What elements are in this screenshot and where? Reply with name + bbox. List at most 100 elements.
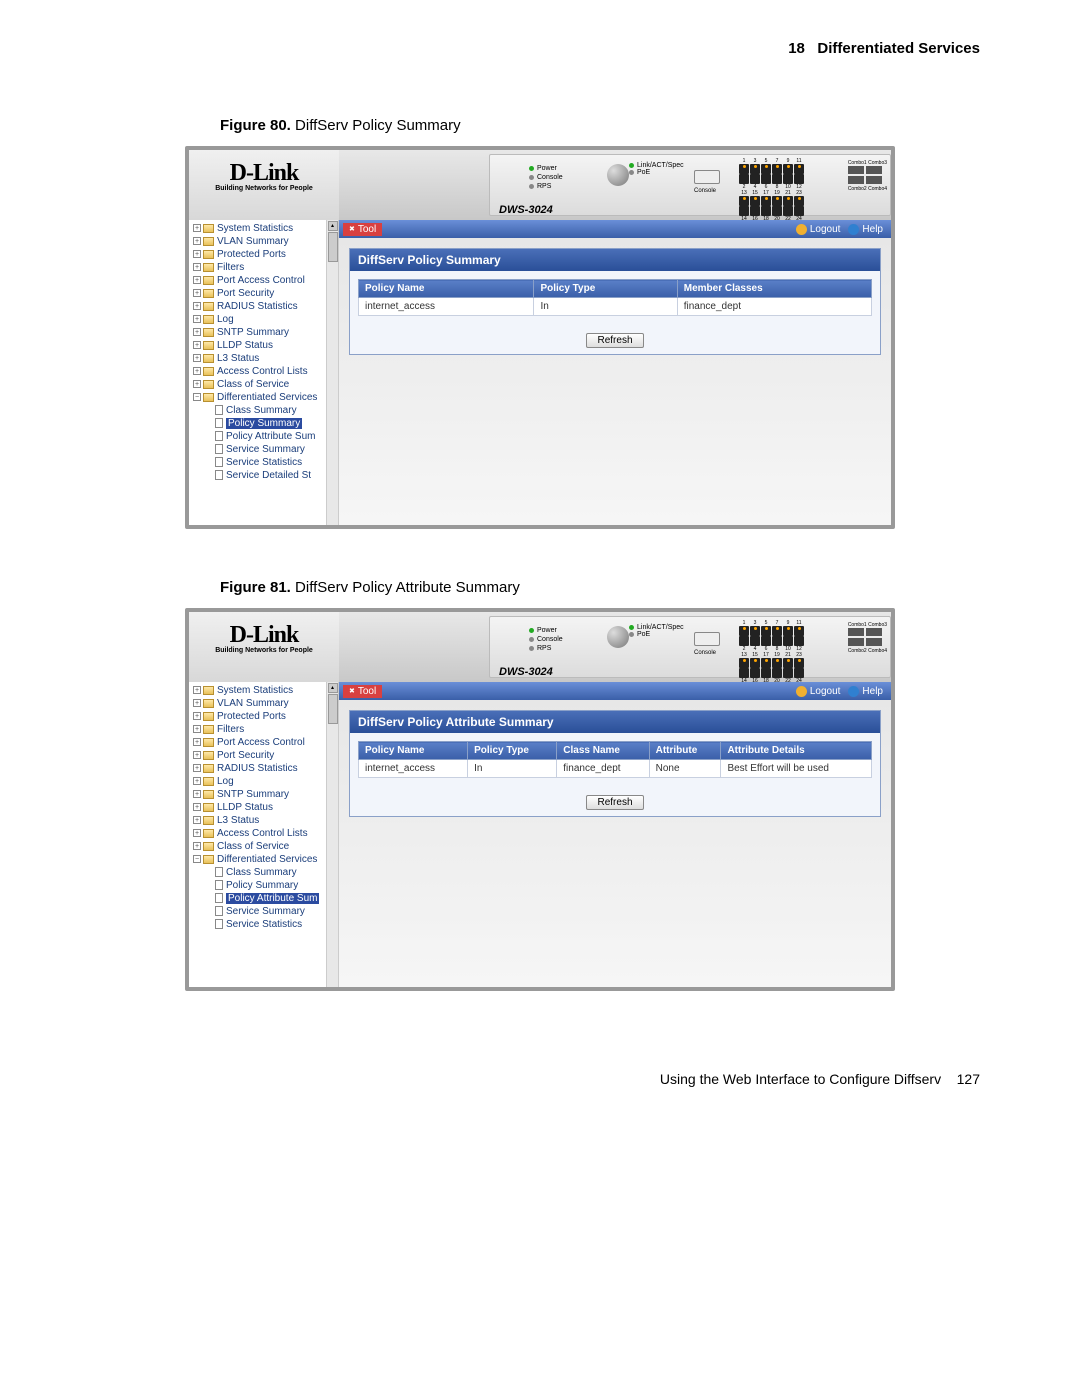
- folder-icon: [203, 289, 214, 298]
- tree-sub-item[interactable]: Service Summary: [213, 905, 336, 918]
- tree-item[interactable]: +SNTP Summary: [191, 326, 336, 339]
- brand-tagline: Building Networks for People: [189, 185, 339, 192]
- tree-item[interactable]: +Class of Service: [191, 840, 336, 853]
- document-icon: [215, 457, 223, 467]
- screenshot-81: D-Link Building Networks for People Powe…: [185, 608, 895, 991]
- tree-sub-item[interactable]: Policy Attribute Sum: [213, 430, 336, 443]
- folder-icon: [203, 738, 214, 747]
- policy-summary-table: Policy NamePolicy TypeMember Classes int…: [358, 279, 872, 316]
- tree-sub-item[interactable]: Service Statistics: [213, 456, 336, 469]
- folder-icon: [203, 816, 214, 825]
- tree-item[interactable]: +LLDP Status: [191, 801, 336, 814]
- tree-item[interactable]: +L3 Status: [191, 814, 336, 827]
- folder-icon: [203, 777, 214, 786]
- table-cell: In: [468, 760, 557, 778]
- refresh-button[interactable]: Refresh: [586, 795, 643, 810]
- logout-button[interactable]: Logout: [796, 686, 841, 697]
- folder-icon: [203, 725, 214, 734]
- table-cell: Best Effort will be used: [721, 760, 872, 778]
- scroll-up-icon[interactable]: ▴: [328, 221, 338, 231]
- table-header: Policy Type: [468, 742, 557, 760]
- tree-item[interactable]: +VLAN Summary: [191, 235, 336, 248]
- table-row: internet_accessInfinance_deptNoneBest Ef…: [359, 760, 872, 778]
- tree-item[interactable]: +Class of Service: [191, 378, 336, 391]
- tree-item[interactable]: +SNTP Summary: [191, 788, 336, 801]
- folder-icon: [203, 263, 214, 272]
- tree-item[interactable]: +LLDP Status: [191, 339, 336, 352]
- tree-sub-item[interactable]: Class Summary: [213, 404, 336, 417]
- tree-sub-item[interactable]: Policy Attribute Sum: [213, 892, 336, 905]
- tool-button[interactable]: Tool: [343, 685, 382, 698]
- document-icon: [215, 470, 223, 480]
- device-panel: Power Console RPS Link/ACT/Spec PoE Cons…: [339, 150, 891, 220]
- tree-item[interactable]: +System Statistics: [191, 684, 336, 697]
- help-button[interactable]: Help: [848, 224, 883, 235]
- console-port: [694, 632, 720, 646]
- folder-icon: [203, 803, 214, 812]
- tree-item[interactable]: +Protected Ports: [191, 248, 336, 261]
- scroll-thumb[interactable]: [328, 232, 338, 262]
- document-icon: [215, 867, 223, 877]
- tree-item[interactable]: −Differentiated Services: [191, 391, 336, 404]
- tree-sub-item[interactable]: Policy Summary: [213, 879, 336, 892]
- toolbar: Tool Logout Help: [339, 682, 891, 700]
- logout-button[interactable]: Logout: [796, 224, 841, 235]
- folder-icon: [203, 302, 214, 311]
- page-footer: Using the Web Interface to Configure Dif…: [100, 1071, 980, 1087]
- tree-sub-item[interactable]: Service Summary: [213, 443, 336, 456]
- refresh-button[interactable]: Refresh: [586, 333, 643, 348]
- scroll-thumb[interactable]: [328, 694, 338, 724]
- tree-sub-item[interactable]: Service Statistics: [213, 918, 336, 931]
- footer-text: Using the Web Interface to Configure Dif…: [660, 1071, 941, 1087]
- tree-item[interactable]: +Filters: [191, 261, 336, 274]
- folder-icon: [203, 250, 214, 259]
- page-number: 127: [957, 1071, 980, 1087]
- tree-item[interactable]: +Protected Ports: [191, 710, 336, 723]
- main-content: Tool Logout Help DiffServ Policy Attribu…: [339, 682, 891, 987]
- table-cell: internet_access: [359, 298, 534, 316]
- table-header: Class Name: [557, 742, 649, 760]
- figure-title: DiffServ Policy Attribute Summary: [295, 579, 520, 596]
- sidebar-scrollbar[interactable]: ▴: [326, 682, 338, 987]
- linkact-labels: Link/ACT/Spec PoE: [629, 162, 684, 176]
- scroll-up-icon[interactable]: ▴: [328, 683, 338, 693]
- device-leds: Power Console RPS: [529, 626, 563, 653]
- tree-item[interactable]: +Filters: [191, 723, 336, 736]
- help-button[interactable]: Help: [848, 686, 883, 697]
- tree-sub-item[interactable]: Service Detailed St: [213, 469, 336, 482]
- tree-item[interactable]: +Port Access Control: [191, 736, 336, 749]
- tree-item[interactable]: +Port Security: [191, 287, 336, 300]
- tree-item[interactable]: +Access Control Lists: [191, 365, 336, 378]
- tree-item[interactable]: +VLAN Summary: [191, 697, 336, 710]
- tree-item[interactable]: +RADIUS Statistics: [191, 762, 336, 775]
- table-header: Member Classes: [677, 280, 871, 298]
- tree-sub-item[interactable]: Policy Summary: [213, 417, 336, 430]
- table-header: Policy Name: [359, 742, 468, 760]
- table-header: Attribute Details: [721, 742, 872, 760]
- page-header: 18 Differentiated Services: [100, 40, 980, 57]
- folder-icon: [203, 699, 214, 708]
- tree-item[interactable]: +Log: [191, 775, 336, 788]
- folder-icon: [203, 751, 214, 760]
- folder-icon: [203, 829, 214, 838]
- tree-item[interactable]: +Port Security: [191, 749, 336, 762]
- tool-button[interactable]: Tool: [343, 223, 382, 236]
- tree-item[interactable]: +Access Control Lists: [191, 827, 336, 840]
- sidebar-scrollbar[interactable]: ▴: [326, 220, 338, 525]
- folder-icon: [203, 354, 214, 363]
- folder-icon: [203, 686, 214, 695]
- tree-item[interactable]: +System Statistics: [191, 222, 336, 235]
- tree-item[interactable]: +Log: [191, 313, 336, 326]
- tree-item[interactable]: −Differentiated Services: [191, 853, 336, 866]
- tree-item[interactable]: +Port Access Control: [191, 274, 336, 287]
- policy-attr-summary-panel: DiffServ Policy Attribute Summary Policy…: [349, 710, 881, 817]
- tree-item[interactable]: +L3 Status: [191, 352, 336, 365]
- document-icon: [215, 418, 223, 428]
- document-icon: [215, 893, 223, 903]
- tree-item[interactable]: +RADIUS Statistics: [191, 300, 336, 313]
- document-icon: [215, 880, 223, 890]
- folder-icon: [203, 380, 214, 389]
- tree-sub-item[interactable]: Class Summary: [213, 866, 336, 879]
- folder-icon: [203, 790, 214, 799]
- brand-tagline: Building Networks for People: [189, 647, 339, 654]
